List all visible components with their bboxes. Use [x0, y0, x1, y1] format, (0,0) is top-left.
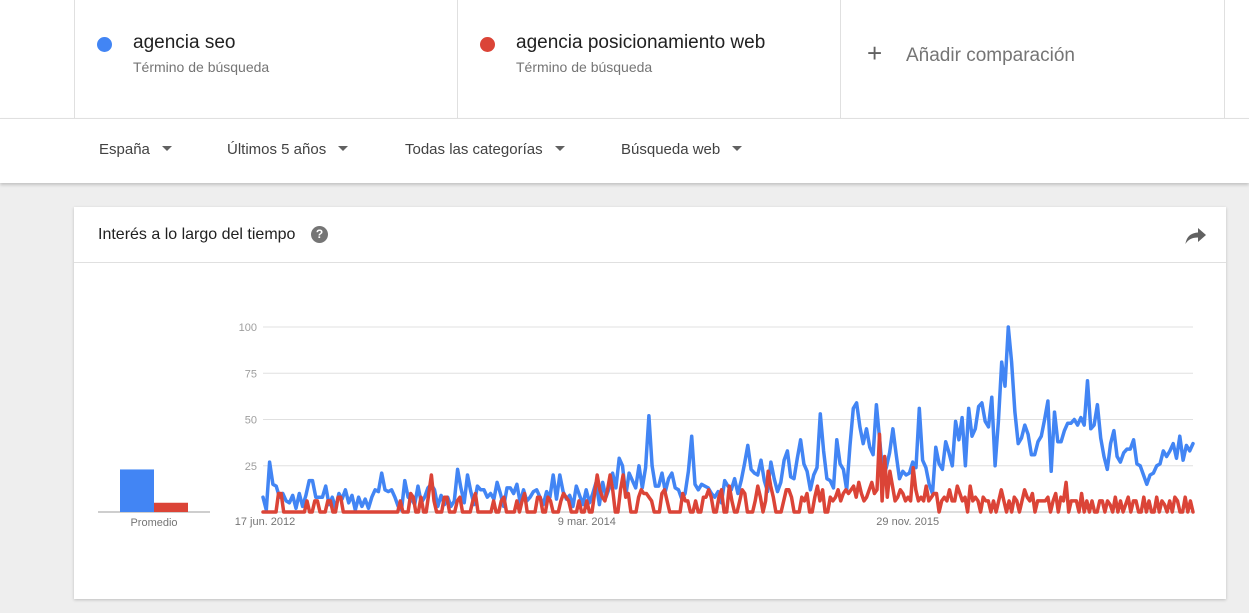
average-bar-2: [154, 502, 188, 512]
term-1-name[interactable]: agencia seo: [133, 32, 236, 53]
x-tick-label: 29 nov. 2015: [876, 516, 939, 528]
dropdown-arrow-icon: [161, 145, 172, 151]
search-type-label: Búsqueda web: [621, 141, 721, 158]
time-range-dropdown[interactable]: Últimos 5 años: [227, 141, 349, 158]
y-axis-ticks: 25 50 75 100: [239, 322, 257, 473]
category-dropdown[interactable]: Todas las categorías: [405, 141, 565, 158]
plus-icon: +: [867, 38, 883, 68]
y-tick-label: 100: [239, 322, 257, 334]
region-dropdown[interactable]: España: [99, 141, 172, 158]
series-line-1: [261, 325, 1195, 512]
y-tick-label: 50: [245, 415, 257, 427]
interest-chart: 25 50 75 100 17 jun. 2012 9 mar. 2014 29 nov.…: [98, 322, 1195, 529]
search-type-dropdown[interactable]: Búsqueda web: [621, 141, 743, 158]
x-tick-label: 17 jun. 2012: [235, 516, 296, 528]
card-title: Interés a lo largo del tiempo: [98, 226, 296, 243]
term-2-name[interactable]: agencia posicionamiento web: [516, 32, 766, 53]
add-comparison-label: Añadir comparación: [906, 45, 1075, 66]
interest-over-time-card: Interés a lo largo del tiempo ? 25 50 75 10…: [74, 207, 1226, 599]
dropdown-arrow-icon: [732, 145, 743, 151]
x-axis-ticks: 17 jun. 2012 9 mar. 2014 29 nov. 2015: [235, 516, 939, 528]
y-tick-label: 25: [245, 461, 257, 473]
region-label: España: [99, 141, 150, 158]
series-lines: [261, 325, 1195, 514]
filter-bar: España Últimos 5 años Todas las categorí…: [0, 118, 1249, 183]
term-2-type: Término de búsqueda: [516, 59, 653, 75]
term-1-type: Término de búsqueda: [133, 59, 270, 75]
y-tick-label: 75: [245, 368, 257, 380]
series-line-2: [261, 432, 1195, 514]
time-range-label: Últimos 5 años: [227, 141, 327, 158]
average-bar-1: [120, 469, 154, 512]
add-comparison-button[interactable]: + Añadir comparación: [840, 0, 1225, 118]
search-term-1[interactable]: agencia seo Término de búsqueda: [74, 0, 458, 118]
share-icon[interactable]: [1184, 225, 1208, 245]
average-label: Promedio: [130, 517, 177, 529]
x-tick-label: 9 mar. 2014: [558, 516, 616, 528]
dropdown-arrow-icon: [554, 145, 565, 151]
average-bars: Promedio: [98, 469, 210, 529]
compare-bar: agencia seo Término de búsqueda agencia …: [0, 0, 1249, 118]
term-2-color-dot: [480, 37, 495, 52]
term-1-color-dot: [97, 37, 112, 52]
help-icon[interactable]: ?: [311, 226, 328, 243]
category-label: Todas las categorías: [405, 141, 543, 158]
card-header: Interés a lo largo del tiempo ?: [74, 207, 1226, 263]
dropdown-arrow-icon: [338, 145, 349, 151]
search-term-2[interactable]: agencia posicionamiento web Término de b…: [457, 0, 841, 118]
